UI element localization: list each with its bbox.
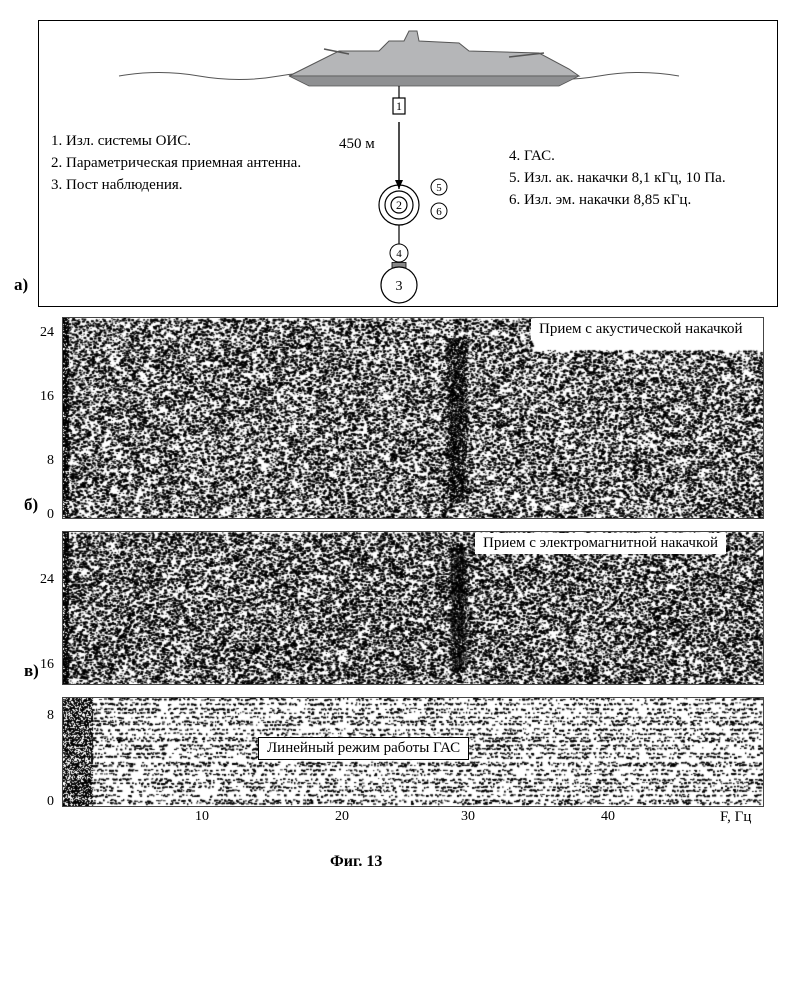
- svg-text:3: 3: [396, 279, 403, 294]
- panel-a-schematic: 1 2 5 6 4 3 450 м 1. Изл. системы ОИС. 2. Пар…: [38, 20, 778, 307]
- legend-right: 4. ГАС. 5. Изл. ак. накачки 8,1 кГц, 10 …: [509, 146, 726, 211]
- y-tick: 8: [47, 453, 54, 469]
- svg-text:5: 5: [436, 182, 442, 194]
- spectrogram-canvas: [62, 317, 764, 519]
- x-tick: 20: [335, 809, 349, 825]
- svg-text:6: 6: [436, 206, 442, 218]
- x-tick: 40: [601, 809, 615, 825]
- x-axis: 10 20 30 40 F, Гц: [62, 805, 778, 835]
- legend-item: 2. Параметрическая приемная антенна.: [51, 153, 301, 175]
- svg-text:2: 2: [396, 198, 402, 212]
- legend-left: 1. Изл. системы ОИС. 2. Параметрическая …: [51, 131, 301, 196]
- x-axis-label: F, Гц: [720, 809, 751, 826]
- legend-item: 6. Изл. эм. накачки 8,85 кГц.: [509, 190, 726, 212]
- legend-item: 3. Пост наблюдения.: [51, 175, 301, 197]
- x-tick: 30: [461, 809, 475, 825]
- y-tick: 8: [47, 708, 54, 724]
- legend-item: 4. ГАС.: [509, 146, 726, 168]
- panel-a-label: а): [14, 275, 28, 295]
- spectrogram-overlay-label: Прием с электромагнитной накачкой: [475, 533, 726, 554]
- spectrograms: б)241680Прием с акустической накачкойв)2…: [20, 317, 778, 805]
- figure-caption: Фиг. 13: [20, 853, 778, 871]
- y-tick: 16: [40, 389, 54, 405]
- spectrogram-overlay-label: Прием с акустической накачкой: [531, 319, 751, 340]
- y-axis: 80: [20, 697, 60, 805]
- y-tick: 0: [47, 794, 54, 810]
- x-tick: 10: [195, 809, 209, 825]
- y-axis: 241680: [20, 317, 60, 517]
- legend-item: 1. Изл. системы ОИС.: [51, 131, 301, 153]
- svg-text:1: 1: [396, 99, 402, 113]
- spectrogram-overlay-label: Линейный режим работы ГАС: [258, 737, 469, 760]
- svg-text:4: 4: [396, 248, 402, 260]
- y-tick: 0: [47, 507, 54, 523]
- y-axis: 24 16: [20, 531, 60, 683]
- spectrogram-canvas: [62, 531, 764, 685]
- y-tick: 16: [40, 657, 54, 673]
- depth-label: 450 м: [339, 136, 375, 153]
- y-tick: 24: [40, 572, 54, 588]
- legend-item: 5. Изл. ак. накачки 8,1 кГц, 10 Па.: [509, 168, 726, 190]
- y-tick: 24: [40, 325, 54, 341]
